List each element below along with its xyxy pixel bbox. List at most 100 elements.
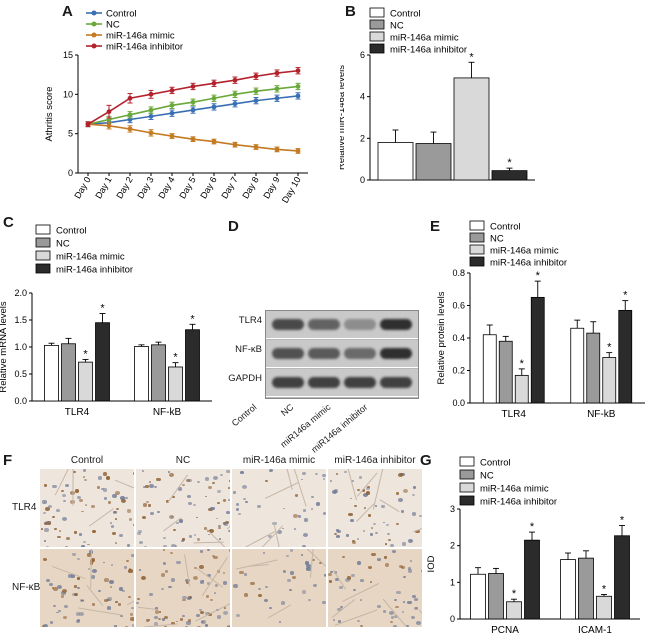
bar	[618, 309, 633, 404]
panel-letter-b: B	[345, 3, 356, 20]
data-point	[169, 110, 175, 116]
histology-row-label: NF-κB	[12, 582, 41, 593]
bar	[61, 343, 76, 402]
bar	[602, 357, 617, 404]
blot-image	[265, 310, 419, 399]
data-point	[295, 68, 301, 74]
legend-label: Control	[490, 222, 521, 233]
blot-row	[266, 340, 418, 368]
bar	[578, 557, 594, 620]
x-tick-label: Day 2	[114, 175, 134, 200]
data-point	[274, 147, 280, 152]
significance-star: *	[507, 157, 512, 169]
blot-row-label: TLR4	[238, 315, 262, 326]
y-tick-label: 0.0	[14, 396, 27, 406]
panel-letter-c: C	[3, 214, 14, 231]
y-tick-label: 2	[360, 133, 365, 143]
bar	[488, 573, 504, 620]
legend-label: miR-146a inhibitor	[390, 45, 467, 56]
data-point	[211, 139, 217, 144]
blot-row-label: NF-κB	[235, 344, 262, 355]
data-point	[232, 77, 238, 83]
data-point	[211, 104, 217, 110]
significance-star: *	[530, 521, 535, 533]
histology-column-label: miR-146a inhibitor	[334, 455, 416, 466]
bar	[185, 329, 200, 402]
legend-swatch	[459, 482, 475, 493]
legend-label: NC	[480, 471, 494, 482]
y-tick-label: 2	[450, 541, 455, 551]
blot-band	[308, 319, 340, 330]
histology-image	[328, 469, 422, 547]
legend-swatch	[35, 224, 51, 235]
legend-label: miR-146a inhibitor	[480, 497, 557, 508]
legend-label: miR-146a mimic	[56, 252, 125, 263]
data-point	[232, 91, 238, 97]
data-point	[127, 126, 133, 132]
legend-marker	[91, 32, 97, 38]
x-tick-label: Day 10	[280, 175, 303, 205]
histology-image	[136, 549, 230, 627]
x-category-label: TLR4	[65, 407, 90, 418]
data-point	[127, 95, 133, 101]
significance-star: *	[190, 313, 195, 325]
legend-label: Control	[106, 9, 137, 20]
legend-label: Control	[390, 9, 421, 20]
legend-swatch	[369, 19, 385, 30]
y-tick-label: 0.0	[452, 398, 465, 408]
x-tick-label: Day 9	[261, 175, 281, 200]
data-point	[127, 112, 133, 118]
mrna-levels-bar-chart: 0.0 0.5 1.0 1.5 2.0 Relative mRNA levels * * TLR…	[0, 224, 212, 418]
data-point	[253, 73, 259, 79]
data-point	[295, 93, 301, 99]
legend-label: NC	[106, 20, 120, 31]
y-tick-label: 0	[68, 168, 73, 178]
data-point	[253, 144, 259, 150]
panel-letter-d: D	[228, 218, 239, 235]
bar	[614, 535, 630, 620]
blot-band	[380, 377, 412, 388]
x-tick-label: Day 4	[156, 175, 176, 200]
legend-swatch	[469, 220, 485, 231]
legend-marker	[91, 43, 97, 49]
data-point	[253, 98, 259, 104]
legend-swatch	[35, 263, 51, 274]
legend-swatch	[469, 256, 485, 267]
y-tick-label: 0.6	[452, 301, 465, 311]
significance-star: *	[520, 358, 525, 370]
significance-star: *	[536, 270, 541, 282]
blot-band	[308, 348, 340, 359]
data-point	[106, 123, 112, 129]
bar	[570, 327, 585, 404]
data-point	[148, 107, 154, 113]
data-point	[211, 95, 217, 101]
bar	[482, 334, 497, 404]
y-tick-label: 15	[63, 50, 73, 60]
x-category-label: TLR4	[502, 409, 527, 420]
blot-band	[344, 348, 376, 359]
data-point	[190, 136, 196, 142]
significance-star: *	[100, 303, 105, 315]
histology-column-label: Control	[70, 455, 104, 466]
y-axis-label: Relative mRNA levels	[0, 301, 9, 393]
y-tick-label: 0	[450, 614, 455, 624]
histology-column-label: miR-146a mimic	[242, 455, 316, 466]
y-tick-label: 0.8	[452, 268, 465, 278]
significance-star: *	[602, 583, 607, 595]
bar	[377, 142, 414, 181]
y-tick-label: 1.0	[14, 342, 27, 352]
y-tick-label: 1	[450, 577, 455, 587]
data-point	[274, 86, 280, 92]
legend-label: miR-146a mimic	[106, 31, 175, 42]
significance-star: *	[623, 290, 628, 302]
bar	[491, 170, 528, 181]
blot-row	[266, 311, 418, 339]
significance-star: *	[607, 342, 612, 354]
bar	[596, 595, 612, 620]
y-tick-label: 2.0	[14, 288, 27, 298]
bar	[134, 346, 149, 402]
series-line	[87, 69, 299, 125]
panel-letter-a: A	[62, 3, 73, 20]
data-point	[148, 91, 154, 97]
